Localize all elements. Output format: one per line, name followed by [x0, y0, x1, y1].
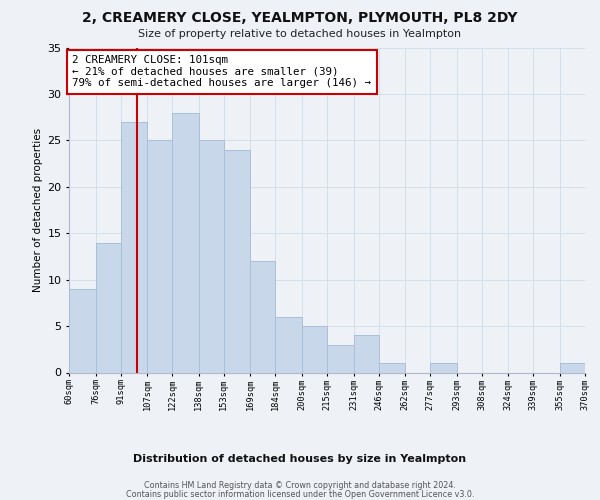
Bar: [430, 363, 457, 372]
Text: 2, CREAMERY CLOSE, YEALMPTON, PLYMOUTH, PL8 2DY: 2, CREAMERY CLOSE, YEALMPTON, PLYMOUTH, …: [82, 11, 518, 25]
Bar: [379, 363, 405, 372]
Bar: [121, 122, 147, 372]
Text: Contains HM Land Registry data © Crown copyright and database right 2024.: Contains HM Land Registry data © Crown c…: [144, 481, 456, 490]
Bar: [172, 112, 199, 372]
Bar: [560, 363, 585, 372]
Bar: [147, 140, 172, 372]
Bar: [95, 242, 121, 372]
Text: Size of property relative to detached houses in Yealmpton: Size of property relative to detached ho…: [139, 29, 461, 39]
Text: 2 CREAMERY CLOSE: 101sqm
← 21% of detached houses are smaller (39)
79% of semi-d: 2 CREAMERY CLOSE: 101sqm ← 21% of detach…: [73, 55, 371, 88]
Bar: [353, 336, 379, 372]
Bar: [302, 326, 327, 372]
Bar: [69, 289, 95, 372]
Bar: [250, 261, 275, 372]
Bar: [224, 150, 250, 372]
Text: Contains public sector information licensed under the Open Government Licence v3: Contains public sector information licen…: [126, 490, 474, 499]
Y-axis label: Number of detached properties: Number of detached properties: [33, 128, 43, 292]
Bar: [327, 344, 353, 372]
Text: Distribution of detached houses by size in Yealmpton: Distribution of detached houses by size …: [133, 454, 467, 464]
Bar: [275, 317, 302, 372]
Bar: [199, 140, 224, 372]
